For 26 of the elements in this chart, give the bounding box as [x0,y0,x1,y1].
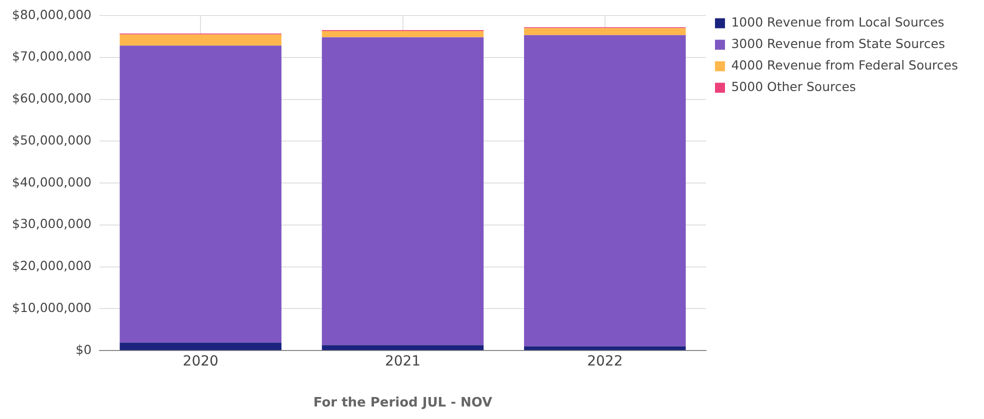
bar [524,28,686,36]
bar [524,35,686,346]
y-tick-label: $0 [76,342,92,357]
y-tick-label: $60,000,000 [12,90,92,106]
legend-label: 3000 Revenue from State Sources [731,36,945,51]
bar [120,342,282,350]
bar [322,345,484,350]
bar [524,346,686,350]
bar [120,46,282,343]
legend-label: 1000 Revenue from Local Sources [731,14,944,30]
y-tick-label: $70,000,000 [12,48,92,64]
x-tick-label: 2021 [384,354,421,370]
legend-label: 5000 Other Sources [731,79,856,94]
y-tick-label: $20,000,000 [12,258,92,274]
bar [322,31,484,38]
y-tick-label: $10,000,000 [12,300,92,315]
x-axis-title: For the Period JUL - NOV [313,396,492,411]
bar [322,37,484,346]
bar [120,34,282,46]
legend-label: 4000 Revenue from Federal Sources [731,58,958,72]
x-tick-label: 2022 [587,354,623,370]
x-tick-label: 2020 [182,354,218,370]
y-tick-label: $30,000,000 [12,216,92,232]
y-tick-label: $80,000,000 [12,6,92,22]
y-tick-label: $40,000,000 [12,174,92,190]
y-tick-label: $50,000,000 [12,132,92,148]
